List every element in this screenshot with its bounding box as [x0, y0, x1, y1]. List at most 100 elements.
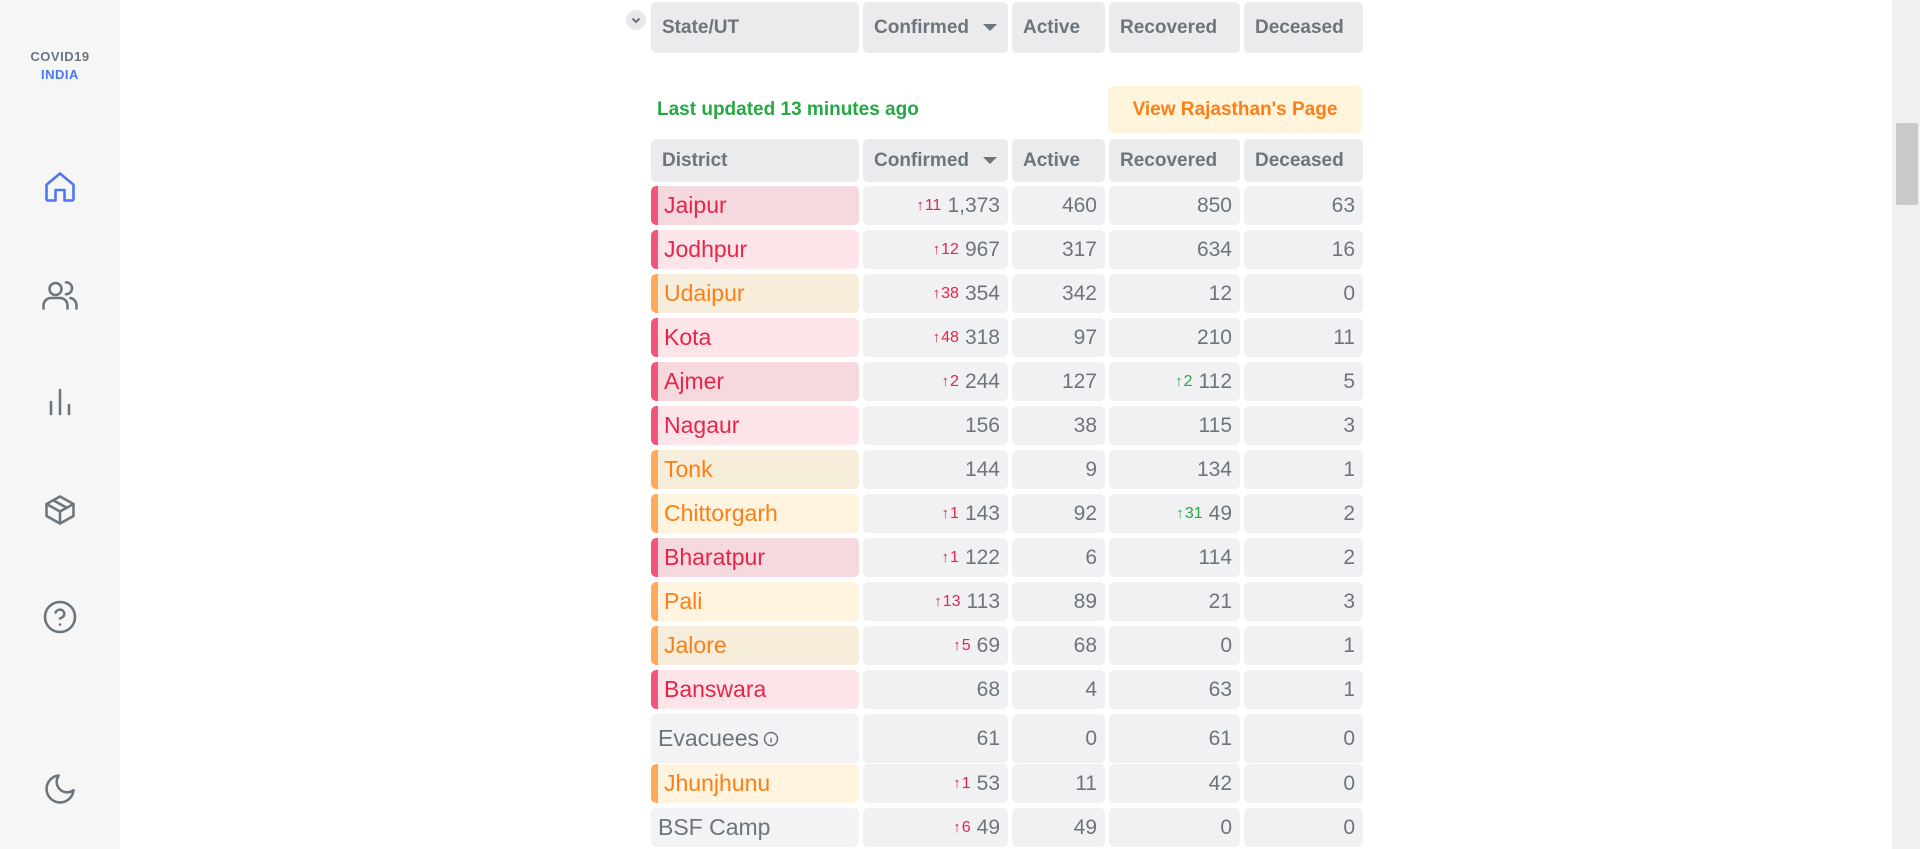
active-cell: 460	[1012, 186, 1105, 225]
confirmed-cell: ↑ 5 69	[863, 626, 1008, 665]
confirmed-cell: ↑ 2 244	[863, 362, 1008, 401]
delta-value: 48	[941, 328, 959, 346]
district-name-cell[interactable]: Evacuees	[651, 714, 859, 763]
active-column-header[interactable]: Active	[1012, 2, 1105, 53]
district-name-cell[interactable]: Kota	[651, 318, 859, 357]
recovered-cell: 850	[1109, 186, 1240, 225]
delta-confirmed: ↑ 38	[933, 285, 959, 303]
confirmed-value: 244	[964, 369, 1000, 393]
district-name-cell[interactable]: Jodhpur	[651, 230, 859, 269]
district-name-cell[interactable]: Bharatpur	[651, 538, 859, 577]
deceased-column-header[interactable]: Deceased	[1244, 2, 1363, 53]
dark-mode-toggle[interactable]	[40, 769, 80, 809]
district-deceased-column-header[interactable]: Deceased	[1244, 139, 1363, 182]
district-name: Evacuees	[658, 725, 760, 751]
active-cell: 49	[1012, 808, 1105, 847]
district-name-cell[interactable]: BSF Camp	[651, 808, 859, 847]
delta-value: 2	[950, 372, 959, 390]
severity-bar	[651, 230, 658, 269]
logo-line-2: INDIA	[41, 67, 79, 82]
collapse-toggle[interactable]	[626, 10, 646, 30]
active-cell: 317	[1012, 230, 1105, 269]
active-value: 9	[1085, 457, 1097, 481]
district-column-header[interactable]: District	[651, 139, 859, 182]
delta-value: 38	[941, 284, 959, 302]
confirmed-value: 318	[964, 325, 1000, 349]
confirmed-cell: ↑ 48 318	[863, 318, 1008, 357]
recovered-value: 0	[1220, 633, 1232, 657]
active-value: 11	[1075, 771, 1097, 795]
delta-confirmed: ↑ 5	[953, 637, 970, 655]
district-active-column-header[interactable]: Active	[1012, 139, 1105, 182]
active-cell: 92	[1012, 494, 1105, 533]
district-name-cell[interactable]: Nagaur	[651, 406, 859, 445]
recovered-value: 21	[1208, 589, 1232, 613]
nav-faq[interactable]	[40, 597, 80, 637]
severity-bar	[651, 450, 658, 489]
severity-bar	[651, 494, 658, 533]
confirmed-cell: ↑ 38 354	[863, 274, 1008, 313]
deceased-cell: 1	[1244, 450, 1363, 489]
active-header-label: Active	[1023, 16, 1081, 38]
district-name: Banswara	[664, 676, 767, 702]
active-value: 4	[1085, 677, 1097, 701]
confirmed-value: 69	[976, 633, 1000, 657]
recovered-column-header[interactable]: Recovered	[1109, 2, 1240, 53]
district-name: Bharatpur	[664, 544, 766, 570]
confirmed-cell: ↑ 1 143	[863, 494, 1008, 533]
confirmed-value: 49	[976, 815, 1000, 839]
scrollbar-thumb[interactable]	[1896, 123, 1918, 205]
delta-value: 6	[961, 818, 971, 836]
nav-deep-dive[interactable]	[40, 382, 80, 422]
district-name-cell[interactable]: Banswara	[651, 670, 859, 709]
nav-demographics[interactable]	[40, 275, 80, 315]
deceased-value: 11	[1333, 325, 1355, 349]
severity-bar	[651, 670, 658, 709]
severity-bar	[651, 764, 658, 803]
delta-value: 12	[941, 240, 959, 258]
severity-bar	[651, 582, 658, 621]
delta-value: 11	[924, 196, 942, 214]
district-name-cell[interactable]: Jaipur	[651, 186, 859, 225]
arrow-up-icon: ↑	[941, 505, 950, 522]
recovered-cell: 634	[1109, 230, 1240, 269]
delta-value: 5	[961, 636, 971, 654]
district-name-cell[interactable]: Pali	[651, 582, 859, 621]
confirmed-cell: ↑ 6 49	[863, 808, 1008, 847]
district-name-cell[interactable]: Ajmer	[651, 362, 859, 401]
deceased-value: 0	[1343, 771, 1355, 795]
info-icon[interactable]	[763, 731, 779, 747]
scrollbar-track[interactable]	[1892, 0, 1920, 849]
nav-resources[interactable]	[40, 490, 80, 530]
district-name-cell[interactable]: Jhunjhunu	[651, 764, 859, 803]
confirmed-value: 61	[976, 726, 1000, 750]
district-recovered-column-header[interactable]: Recovered	[1109, 139, 1240, 182]
active-cell: 6	[1012, 538, 1105, 577]
confirmed-column-header[interactable]: Confirmed	[863, 2, 1008, 53]
deceased-value: 16	[1331, 237, 1355, 261]
district-name: Nagaur	[664, 412, 740, 438]
view-state-page-button[interactable]: View Rajasthan's Page	[1108, 86, 1362, 133]
recovered-cell: 0	[1109, 626, 1240, 665]
district-header-label: District	[662, 149, 728, 171]
district-name: Chittorgarh	[664, 500, 778, 526]
confirmed-value: 144	[964, 457, 1000, 481]
district-confirmed-column-header[interactable]: Confirmed	[863, 139, 1008, 182]
delta-confirmed: ↑ 1	[942, 505, 959, 523]
confirmed-value: 1,373	[947, 193, 1000, 217]
recovered-cell: 210	[1109, 318, 1240, 357]
recovered-cell: 42	[1109, 764, 1240, 803]
active-cell: 89	[1012, 582, 1105, 621]
arrow-up-icon: ↑	[934, 593, 942, 610]
recovered-value: 42	[1208, 771, 1232, 795]
state-column-header[interactable]: State/UT	[651, 2, 859, 53]
arrow-up-icon: ↑	[941, 373, 950, 390]
district-name-cell[interactable]: Chittorgarh	[651, 494, 859, 533]
district-name-cell[interactable]: Udaipur	[651, 274, 859, 313]
district-name-cell[interactable]: Tonk	[651, 450, 859, 489]
delta-value: 31	[1184, 504, 1203, 522]
nav-home[interactable]	[40, 167, 80, 207]
district-name-cell[interactable]: Jalore	[651, 626, 859, 665]
app-logo[interactable]: COVID19 INDIA	[0, 48, 120, 84]
district-name: Jaipur	[664, 192, 727, 218]
